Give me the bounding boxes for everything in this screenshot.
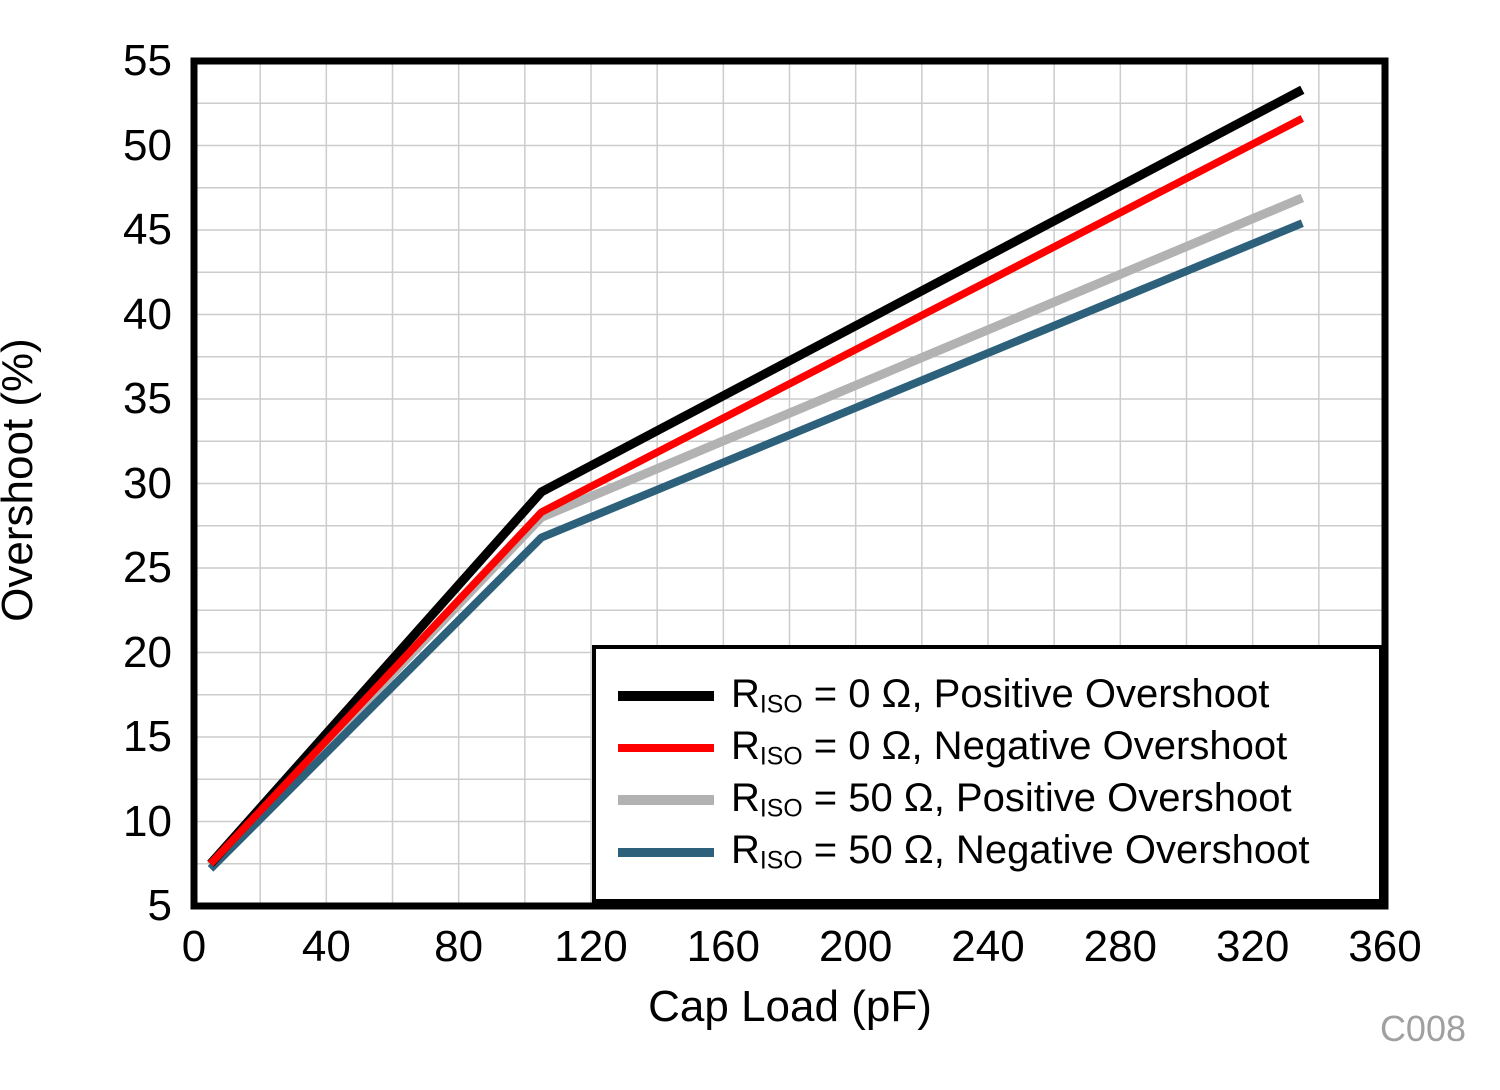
x-tick-label: 240 <box>951 922 1025 971</box>
legend-box: RISO = 0 Ω, Positive Overshoot RISO = 0 Ω… <box>592 645 1383 903</box>
legend-line-swatch <box>618 743 714 753</box>
y-tick-label: 15 <box>123 712 172 761</box>
series-line <box>207 115 1305 867</box>
legend-label: RISO = 50 Ω, Positive Overshoot <box>731 775 1292 823</box>
legend-line-swatch <box>618 691 714 701</box>
legend-label: RISO = 0 Ω, Positive Overshoot <box>731 671 1270 719</box>
y-tick-label: 55 <box>123 36 172 85</box>
x-axis-title: Cap Load (pF) <box>648 982 932 1031</box>
figure-code-label: C008 <box>1379 1008 1466 1049</box>
x-tick-label: 160 <box>686 922 761 971</box>
x-tick-label: 40 <box>301 922 351 971</box>
legend-item: RISO = 0 Ω, Negative Overshoot <box>618 722 1379 774</box>
y-tick-label: 35 <box>123 374 172 423</box>
legend-label: RISO = 0 Ω, Negative Overshoot <box>731 723 1288 771</box>
legend-label: RISO = 50 Ω, Negative Overshoot <box>731 827 1310 875</box>
y-tick-label: 50 <box>123 120 172 170</box>
y-axis-title: Overshoot (%) <box>0 338 42 622</box>
x-tick-label: 360 <box>1348 922 1422 971</box>
y-tick-label: 10 <box>123 796 172 846</box>
y-tick-label: 25 <box>123 543 172 592</box>
series-line <box>207 219 1304 872</box>
legend-item: RISO = 50 Ω, Negative Overshoot <box>618 826 1379 878</box>
y-tick-label: 40 <box>123 289 172 339</box>
legend-line-swatch <box>618 795 714 805</box>
x-tick-label: 320 <box>1215 922 1290 971</box>
plot-frame <box>190 57 1389 910</box>
series-line <box>207 85 1305 867</box>
y-tick-label: 20 <box>123 627 172 677</box>
x-tick-label: 120 <box>554 922 628 971</box>
y-tick-label: 45 <box>123 205 172 254</box>
legend-item: RISO = 50 Ω, Positive Overshoot <box>618 774 1379 826</box>
x-tick-label: 80 <box>434 922 484 971</box>
legend-item: RISO = 0 Ω, Positive Overshoot <box>618 670 1379 722</box>
x-tick-label: 200 <box>818 922 893 971</box>
x-tick-label: 280 <box>1083 922 1158 971</box>
y-tick-label: 30 <box>123 458 172 508</box>
y-tick-label: 5 <box>147 881 172 930</box>
legend-line-swatch <box>618 847 714 857</box>
x-tick-label: 0 <box>181 922 207 971</box>
